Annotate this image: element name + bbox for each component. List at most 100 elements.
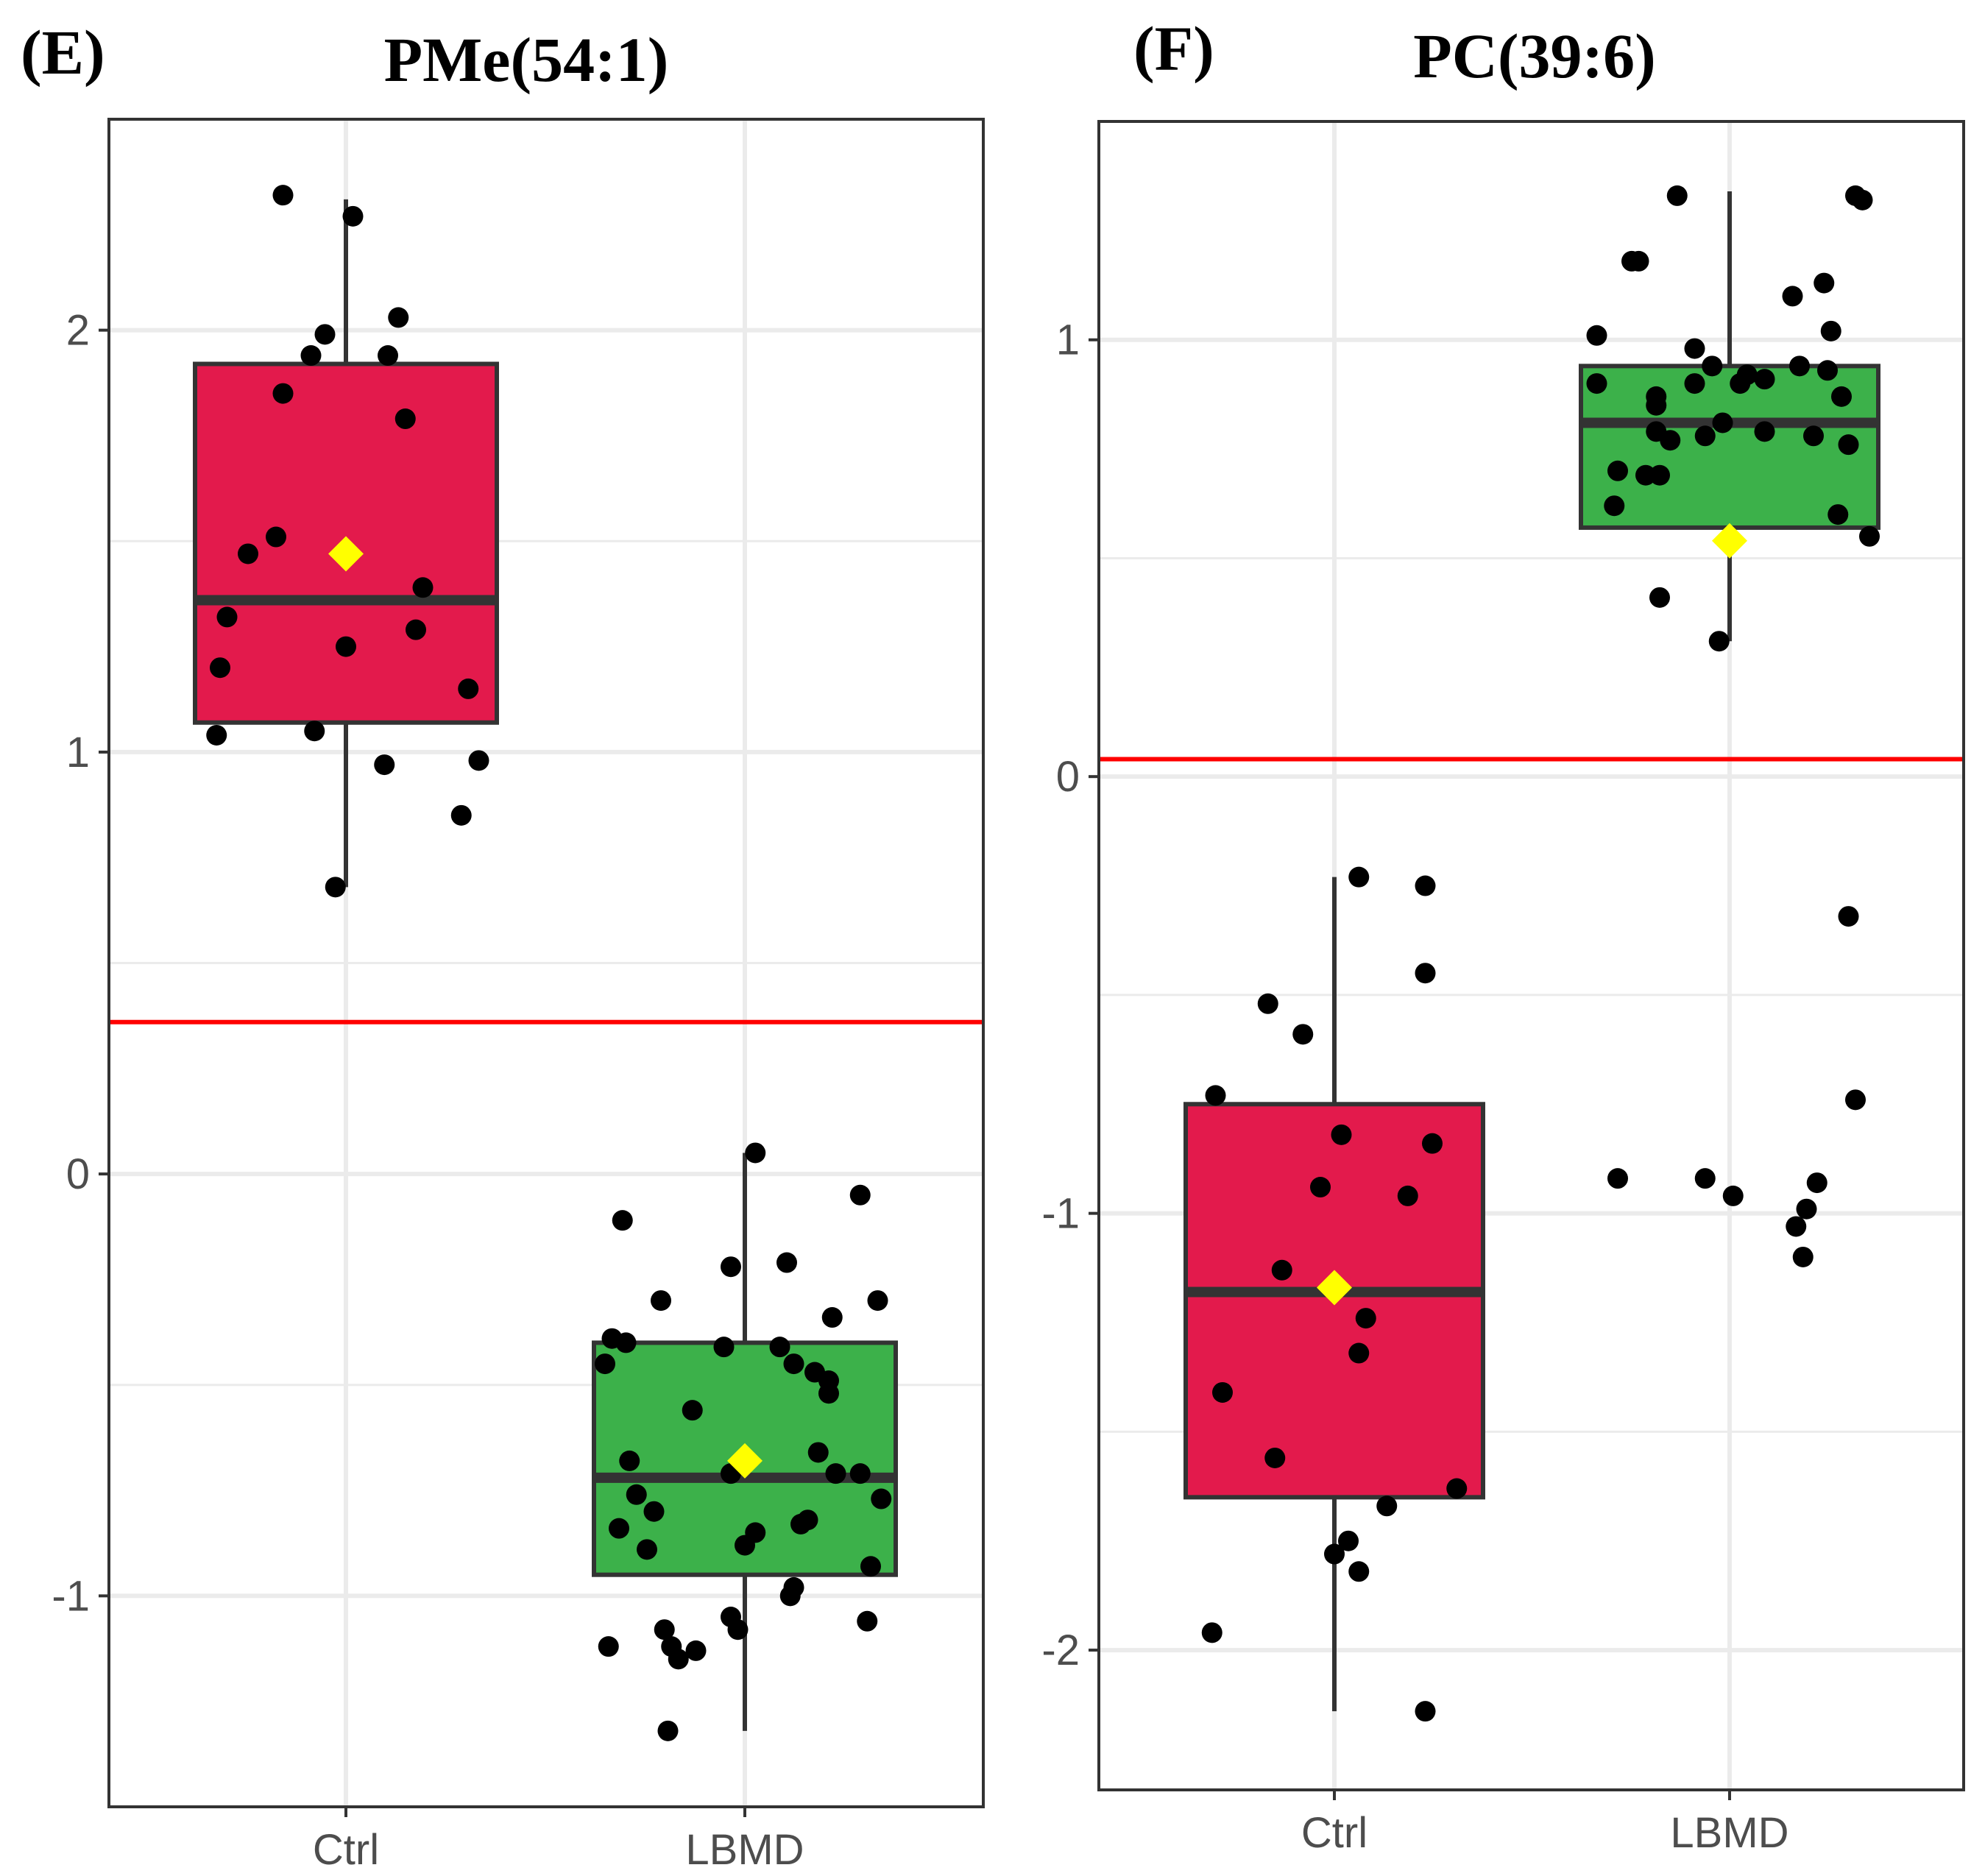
panel-f-data-point [1415, 1701, 1436, 1722]
panel-f-box-ctrl [1183, 1102, 1485, 1500]
panel-e-data-point [458, 678, 479, 699]
panel-e-data-point [637, 1539, 657, 1560]
panel-f-data-point [1264, 1447, 1286, 1468]
panel-e-data-point [374, 754, 395, 776]
panel-e-data-point [595, 1353, 615, 1375]
panel-f-data-point [1789, 355, 1810, 377]
panel-f-data-point [1649, 587, 1670, 608]
panel-e-data-point [206, 724, 227, 746]
panel-f-data-point [1271, 1259, 1292, 1281]
panel-f-data-point [1586, 373, 1607, 394]
panel-f-data-point [1712, 412, 1733, 433]
panel-e-data-point [721, 1256, 741, 1278]
panel-f-data-point [1212, 1381, 1233, 1403]
panel-f-data-point [1806, 1172, 1827, 1194]
panel-e: (E) PMe(54:1) -1 0 1 2 Ctrl LBMD [21, 17, 985, 1874]
panel-f-data-point [1201, 1622, 1223, 1643]
panel-e-data-point [378, 345, 398, 367]
panel-e-data-point [776, 1252, 797, 1273]
panel-e-y-tick-label: 2 [66, 307, 90, 355]
panel-e-data-point [609, 1518, 629, 1539]
panel-f-y-tick-label: -2 [1041, 1627, 1080, 1674]
panel-f-data-point [1852, 189, 1873, 210]
panel-f-data-point [1831, 386, 1852, 407]
panel-e-data-point [682, 1400, 703, 1421]
panel-e-data-point [807, 1442, 829, 1463]
panel-f-data-point [1355, 1308, 1376, 1329]
panel-f-border [1097, 120, 1965, 1791]
panel-f-data-point [1803, 425, 1824, 447]
panel-e-data-point [612, 1210, 633, 1231]
panel-f-data-point [1754, 421, 1775, 442]
panel-e-title: PMe(54:1) [384, 24, 669, 95]
panel-f-data-point [1838, 906, 1859, 927]
panel-f-data-point [1397, 1185, 1418, 1206]
panel-f-data-point [1621, 250, 1642, 272]
panel-e-data-point [272, 383, 294, 404]
panel-e-data-point [821, 1307, 843, 1328]
panel-e-data-point [668, 1649, 689, 1670]
panel-e-data-point [388, 307, 409, 328]
panel-e-data-point [598, 1636, 619, 1657]
panel-f-data-point [1348, 1342, 1370, 1364]
panel-f-data-point [1586, 325, 1607, 346]
panel-f-data-point [1838, 434, 1859, 456]
panel-f-data-point [1415, 875, 1436, 896]
panel-e-data-point [849, 1184, 871, 1206]
panel-f-data-point [1338, 1530, 1359, 1551]
panel-e-data-point [769, 1337, 790, 1358]
panel-e-y-tick-label: 0 [66, 1150, 90, 1198]
panel-e-data-point [272, 185, 294, 206]
panel-f-data-point [1684, 373, 1705, 394]
panel-e-data-point [783, 1353, 804, 1375]
panel-f-data-point [1660, 430, 1681, 451]
panel-e-mean-marker-lbmd [727, 1443, 762, 1479]
panel-f-data-point [1422, 1133, 1443, 1154]
panel-f-mean-marker-lbmd [1712, 523, 1747, 559]
panel-e-data-point [304, 721, 325, 742]
panel-f-data-point [1649, 464, 1670, 486]
panel-f-data-point [1702, 355, 1723, 377]
panel-f-data-point [1845, 1089, 1866, 1111]
panel-f-data-point [1205, 1085, 1226, 1106]
panel-e-letter: (E) [21, 17, 105, 88]
panel-f-data-point [1331, 1124, 1352, 1145]
panel-e-y-tick-label: 1 [66, 729, 90, 776]
panel-e-data-point [450, 804, 472, 826]
panel-f-data-point [1348, 866, 1370, 888]
panel-e-data-point [818, 1383, 839, 1404]
panel-e-data-point [745, 1142, 766, 1164]
panel-e-x-tick-label: Ctrl [313, 1826, 379, 1874]
panel-e-data-point [238, 543, 258, 564]
panel-e-data-point [412, 577, 434, 598]
panel-e-data-point [626, 1484, 647, 1505]
panel-f-data-point [1792, 1246, 1814, 1267]
panel-f-mean-marker-ctrl [1317, 1270, 1352, 1306]
panel-f-data-point [1859, 525, 1880, 547]
panel-e-data-point [342, 205, 364, 227]
panel-f-data-point [1684, 338, 1705, 359]
panel-f-data-point [1607, 1168, 1628, 1189]
panel-e-data-point [727, 1619, 749, 1640]
panel-e-data-point [871, 1488, 892, 1509]
panel-e-data-point [779, 1585, 801, 1607]
panel-f-data-point [1310, 1177, 1331, 1198]
panel-e-data-point [654, 1619, 675, 1640]
panel-f-x-tick-label: Ctrl [1301, 1809, 1367, 1857]
panel-e-plot: -1 0 1 2 Ctrl LBMD [52, 118, 985, 1874]
panel-e-data-point [406, 619, 426, 640]
panel-e-data-point [651, 1290, 671, 1312]
panel-f-data-point [1708, 631, 1730, 652]
panel-e-data-point [336, 636, 356, 657]
panel-f-data-point [1694, 425, 1716, 447]
panel-f-data-point [1730, 373, 1751, 394]
panel-e-data-point [657, 1720, 679, 1741]
panel-e-data-point [790, 1513, 811, 1535]
panel-f-data-point [1827, 504, 1849, 525]
panel-e-data-point [300, 345, 322, 367]
panel-f-title: PC(39:6) [1413, 21, 1656, 91]
panel-e-data-point [867, 1290, 888, 1312]
panel-f-data-point [1694, 1168, 1716, 1189]
panel-e-y-tick-label: -1 [52, 1572, 90, 1620]
